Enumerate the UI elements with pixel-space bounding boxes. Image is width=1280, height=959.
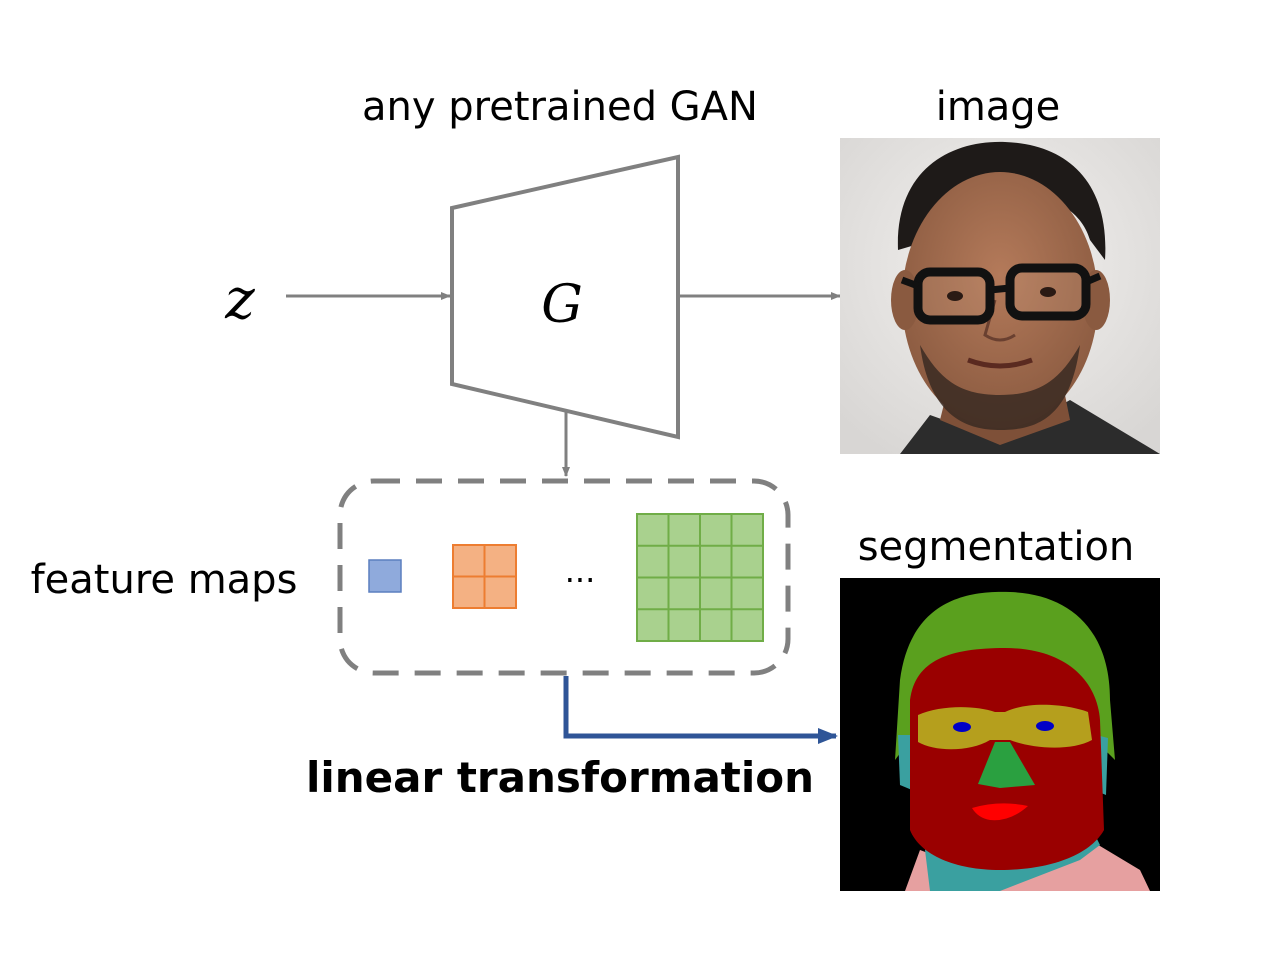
feature-map-small (368, 559, 402, 593)
linear-transformation-arrow (563, 676, 838, 744)
generator-label: G (541, 275, 583, 335)
segmentation-title: segmentation (858, 524, 1135, 570)
linear-transformation-label: linear transformation (306, 753, 814, 802)
face-photo (840, 138, 1160, 454)
image-title: image (936, 84, 1061, 130)
feature-maps-ellipsis: ... (565, 552, 596, 590)
generator-block (450, 154, 680, 440)
feature-map-large (636, 513, 764, 642)
segmentation-mask (840, 578, 1160, 891)
feature-maps-label: feature maps (31, 557, 298, 603)
feature-map-medium (452, 544, 517, 609)
feature-maps-container (337, 478, 791, 676)
latent-z-label: z (224, 267, 255, 332)
gan-title: any pretrained GAN (362, 84, 758, 130)
